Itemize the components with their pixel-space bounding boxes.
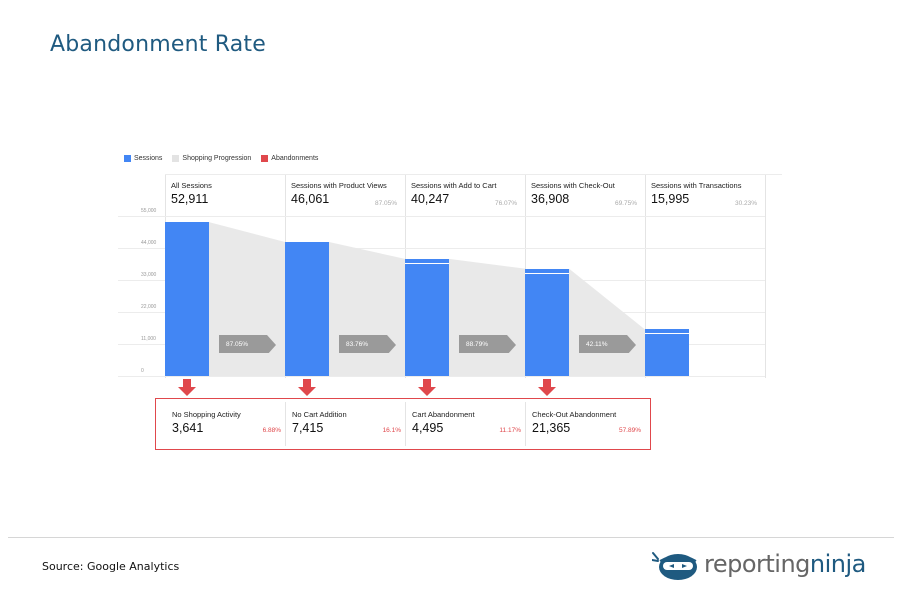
stage-header: Sessions with Add to Cart 40,247 76.07% (411, 181, 523, 217)
bar-cap-line (525, 272, 569, 274)
legend-label-sessions: Sessions (134, 155, 163, 162)
abandonment-cell: No Cart Addition 7,415 16.1% (292, 410, 407, 440)
abandonment-arrow-icon (538, 379, 556, 396)
stage-value: 40,247 (411, 192, 450, 206)
progression-arrow (459, 335, 516, 353)
abandonment-value: 21,365 (532, 421, 571, 435)
abandonment-value: 4,495 (412, 421, 444, 435)
gridline (118, 376, 765, 377)
stage-value: 36,908 (531, 192, 570, 206)
logo-text-reporting: reporting (704, 550, 810, 578)
abandonment-arrow-icon (178, 379, 196, 396)
progression-percent: 88.79% (466, 341, 489, 348)
abandonment-name: No Cart Addition (292, 410, 347, 419)
legend-sessions[interactable]: Sessions (124, 155, 162, 162)
stage-name: Sessions with Product Views (291, 181, 387, 190)
bar-cap-line (405, 262, 449, 264)
stage-percent: 69.75% (614, 200, 637, 207)
logo-text-ninja: ninja (809, 550, 866, 578)
gridline (118, 248, 765, 249)
stage-percent: 87.05% (374, 200, 397, 207)
legend-swatch-abandonments (261, 155, 269, 162)
abandonment-name: Check-Out Abandonment (532, 410, 617, 419)
bar-cap-line (645, 333, 689, 335)
legend-label-abandonments: Abandonments (271, 155, 319, 162)
y-tick-label: 55,000 (141, 208, 157, 214)
legend-swatch-sessions (124, 155, 131, 162)
abandonment-box (155, 398, 651, 450)
stage-value: 15,995 (651, 192, 690, 206)
stage-percent: 76.07% (494, 200, 517, 207)
chart-legend: Sessions Shopping Progression Abandonmen… (124, 155, 318, 162)
y-tick-label: 0 (141, 368, 144, 374)
column-separator (765, 175, 766, 378)
sessions-bar[interactable] (645, 329, 689, 376)
gridline (118, 216, 765, 217)
abandonment-cell: Cart Abandonment 4,495 11.17% (412, 410, 527, 440)
abandonment-value: 7,415 (292, 421, 324, 435)
source-note: Source: Google Analytics (42, 560, 180, 573)
abandonment-percent: 11.17% (499, 427, 521, 434)
y-tick-label: 22,000 (141, 304, 157, 310)
stage-value: 52,911 (171, 192, 209, 206)
stage-name: All Sessions (171, 181, 212, 190)
legend-shopping-progression[interactable]: Shopping Progression (172, 155, 251, 162)
stage-header: Sessions with Transactions 15,995 30.23% (651, 181, 763, 217)
abandonment-separator (525, 402, 526, 446)
abandonment-cell: No Shopping Activity 3,641 6.88% (172, 410, 287, 440)
sessions-bar[interactable] (285, 242, 329, 376)
footer-divider (8, 537, 894, 538)
abandonment-name: Cart Abandonment (412, 410, 475, 419)
legend-label-progression: Shopping Progression (182, 155, 252, 162)
progression-band (449, 258, 525, 376)
progression-percent: 83.76% (346, 341, 369, 348)
sessions-bar[interactable] (165, 222, 209, 376)
abandonment-name: No Shopping Activity (172, 410, 241, 419)
reporting-ninja-logo: reportingninja (652, 547, 866, 581)
abandonment-separator (405, 402, 406, 446)
abandonment-value: 3,641 (172, 421, 204, 435)
stage-name: Sessions with Transactions (651, 181, 742, 190)
progression-band (569, 268, 645, 376)
stage-name: Sessions with Add to Cart (411, 181, 497, 190)
ninja-icon (652, 552, 697, 580)
y-tick-label: 44,000 (141, 240, 157, 246)
y-tick-label: 33,000 (141, 272, 157, 278)
progression-band (329, 242, 405, 376)
stage-header: All Sessions 52,911 (171, 181, 283, 217)
legend-abandonments[interactable]: Abandonments (261, 155, 318, 162)
header-rule (165, 174, 782, 175)
stage-header: Sessions with Product Views 46,061 87.05… (291, 181, 403, 217)
abandonment-arrow-icon (418, 379, 436, 396)
y-tick-label: 11,000 (141, 336, 156, 342)
progression-arrow (579, 335, 636, 353)
abandonment-cell: Check-Out Abandonment 21,365 57.89% (532, 410, 647, 440)
abandonment-separator (285, 402, 286, 446)
abandonment-percent: 16.1% (382, 427, 401, 434)
sessions-bar[interactable] (525, 268, 569, 376)
progression-percent: 42.11% (586, 341, 608, 348)
progression-percent: 87.05% (226, 341, 249, 348)
stage-value: 46,061 (291, 192, 330, 206)
abandonment-arrow-icon (298, 379, 316, 396)
stage-percent: 30.23% (734, 200, 757, 207)
page-title: Abandonment Rate (50, 32, 266, 57)
abandonment-percent: 6.88% (262, 427, 281, 434)
column-separator (645, 175, 646, 378)
sessions-bar[interactable] (405, 258, 449, 376)
stage-header: Sessions with Check-Out 36,908 69.75% (531, 181, 643, 217)
progression-arrow (219, 335, 276, 353)
stage-name: Sessions with Check-Out (531, 181, 615, 190)
abandonment-percent: 57.89% (618, 427, 641, 434)
legend-swatch-progression (172, 155, 180, 162)
progression-arrow (339, 335, 396, 353)
